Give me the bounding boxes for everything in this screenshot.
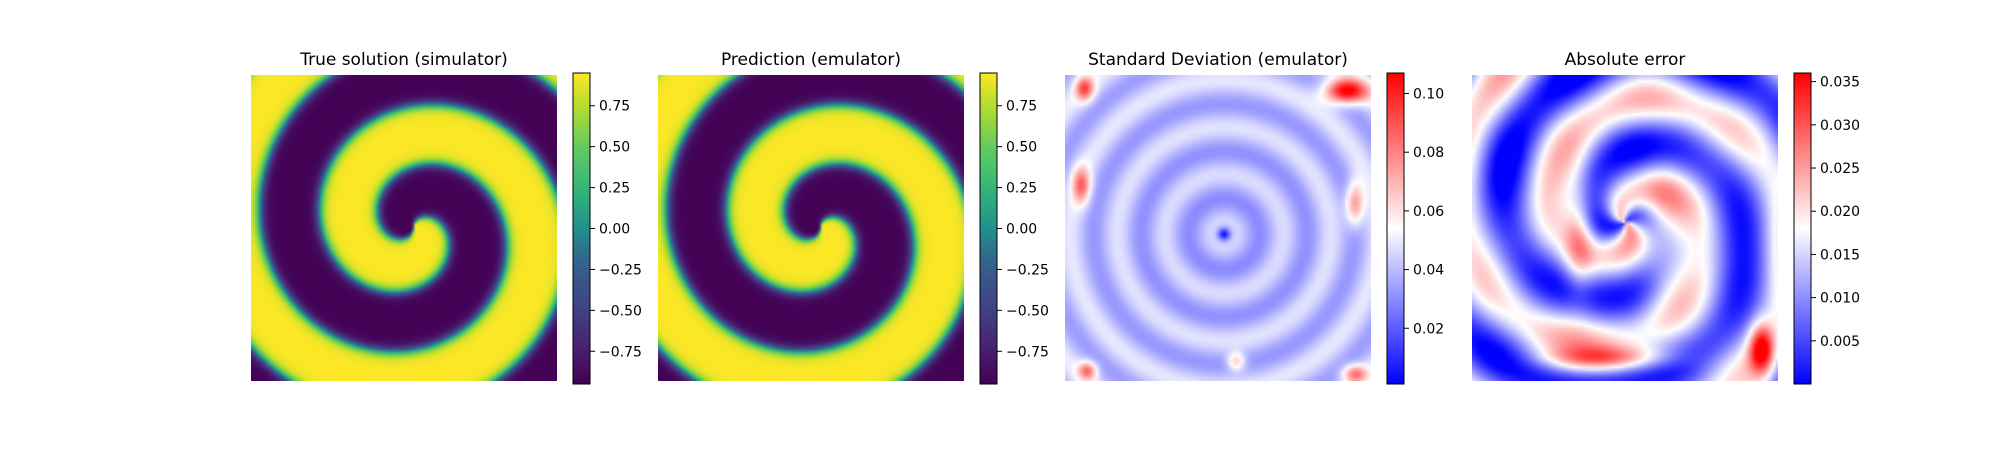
colorbar-tick-label-2-5: −0.25 bbox=[1006, 262, 1049, 278]
colorbar-3 bbox=[1386, 72, 1405, 385]
colorbar-tick-label-4-6: 0.010 bbox=[1820, 291, 1860, 307]
colorbar-tick-label-4-5: 0.015 bbox=[1820, 247, 1860, 263]
colorbar-tick-label-3-2: 0.08 bbox=[1413, 145, 1444, 161]
colorbar-tick-label-4-4: 0.020 bbox=[1820, 204, 1860, 220]
colorbar-tick-label-4-2: 0.030 bbox=[1820, 118, 1860, 134]
panel-title-2: Prediction (emulator) bbox=[721, 50, 901, 70]
heatmap-image-2 bbox=[658, 75, 964, 381]
heatmap-image-4 bbox=[1472, 75, 1778, 381]
colorbar-tick-label-2-6: −0.50 bbox=[1006, 303, 1049, 319]
colorbar-2 bbox=[979, 72, 998, 385]
colorbar-tick-label-3-5: 0.02 bbox=[1413, 321, 1444, 337]
colorbar-tick-label-1-2: 0.50 bbox=[599, 140, 630, 156]
colorbar-tick-label-1-1: 0.75 bbox=[599, 99, 630, 115]
colorbar-tick-label-3-1: 0.10 bbox=[1413, 87, 1444, 103]
colorbar-tick-label-1-5: −0.25 bbox=[599, 262, 642, 278]
panel-title-1: True solution (simulator) bbox=[299, 50, 508, 70]
colorbar-tick-label-1-4: 0.00 bbox=[599, 222, 630, 238]
colorbar-tick-label-3-3: 0.06 bbox=[1413, 204, 1444, 220]
heatmap-image-3 bbox=[1065, 75, 1371, 381]
colorbar-tick-label-3-4: 0.04 bbox=[1413, 263, 1444, 279]
colorbar-tick-label-1-6: −0.50 bbox=[599, 303, 642, 319]
panel-title-3: Standard Deviation (emulator) bbox=[1088, 50, 1348, 70]
colorbar-tick-label-2-1: 0.75 bbox=[1006, 99, 1037, 115]
colorbar-1 bbox=[572, 72, 591, 385]
colorbar-4 bbox=[1793, 72, 1812, 385]
panel-title-4: Absolute error bbox=[1565, 50, 1686, 70]
colorbar-tick-label-2-4: 0.00 bbox=[1006, 222, 1037, 238]
colorbar-tick-label-1-3: 0.25 bbox=[599, 181, 630, 197]
colorbar-tick-label-4-1: 0.035 bbox=[1820, 75, 1860, 91]
colorbar-tick-label-4-3: 0.025 bbox=[1820, 161, 1860, 177]
colorbar-tick-label-4-7: 0.005 bbox=[1820, 334, 1860, 350]
colorbar-tick-label-2-7: −0.75 bbox=[1006, 344, 1049, 360]
colorbar-tick-label-2-3: 0.25 bbox=[1006, 181, 1037, 197]
colorbar-tick-label-1-7: −0.75 bbox=[599, 344, 642, 360]
heatmap-image-1 bbox=[251, 75, 557, 381]
colorbar-tick-label-2-2: 0.50 bbox=[1006, 140, 1037, 156]
